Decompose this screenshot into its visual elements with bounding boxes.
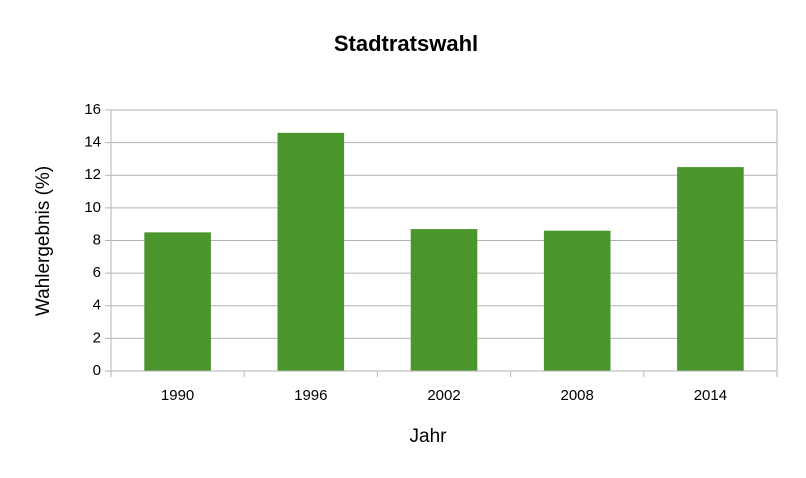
y-tick-label: 0 — [93, 362, 101, 379]
y-tick-label: 10 — [84, 199, 101, 216]
y-axis-label: Wahlergebnis (%) — [33, 166, 54, 316]
x-tick-label: 2002 — [427, 387, 460, 404]
chart-title: Stadtratswahl — [334, 31, 478, 56]
bar — [543, 230, 611, 371]
x-axis-label: Jahr — [410, 426, 448, 447]
bar — [144, 232, 211, 371]
y-tick-label: 8 — [93, 231, 101, 248]
x-tick-label: 2014 — [694, 387, 727, 404]
x-tick-label: 1990 — [161, 387, 194, 404]
y-tick-label: 16 — [84, 101, 101, 118]
y-tick-label: 12 — [84, 166, 101, 183]
x-tick-label: 2008 — [561, 387, 594, 404]
bar — [677, 167, 744, 371]
y-tick-label: 2 — [93, 329, 101, 346]
bar — [277, 132, 345, 371]
bar — [410, 229, 478, 371]
y-tick-label: 6 — [93, 264, 101, 281]
y-tick-label: 4 — [93, 297, 101, 314]
y-tick-label: 14 — [84, 134, 101, 151]
x-tick-label: 1996 — [294, 387, 327, 404]
